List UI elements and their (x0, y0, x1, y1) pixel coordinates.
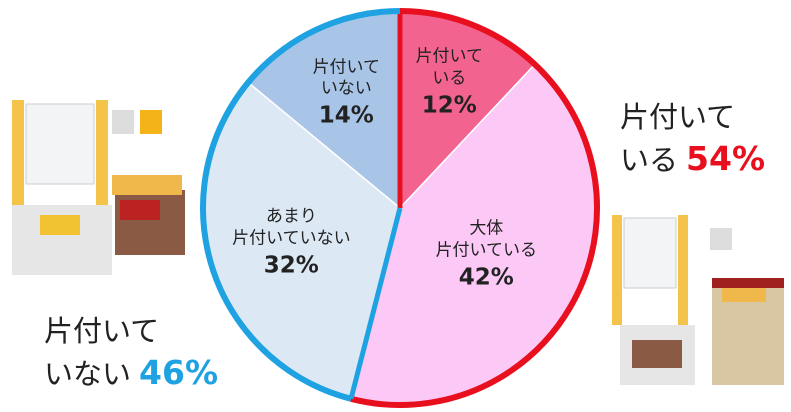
slice-name: あまり 片付いていない (232, 207, 351, 248)
slice-value: 12% (416, 91, 484, 120)
chart: 片付いて いる 12% 大体 片付いている 42% あまり 片付いていない 32% 片付いて… (0, 0, 791, 412)
slice-label: 片付いて いない 14% (313, 57, 381, 130)
slice-name: 片付いて いない (313, 57, 381, 98)
slice-name: 片付いて いる (416, 47, 484, 88)
tidy-room-illustration (612, 215, 784, 385)
slice-label: 大体 片付いている 42% (436, 219, 538, 292)
slice-name: 大体 片付いている (436, 219, 538, 260)
slice-value: 32% (232, 251, 351, 280)
messy-room-illustration (12, 100, 185, 275)
slice-label: あまり 片付いていない 32% (232, 207, 351, 280)
group-value: 54% (686, 139, 765, 178)
slice-value: 14% (313, 102, 381, 131)
slice-label: 片付いて いる 12% (416, 47, 484, 120)
group-value: 46% (139, 353, 218, 392)
slice-value: 42% (436, 263, 538, 292)
